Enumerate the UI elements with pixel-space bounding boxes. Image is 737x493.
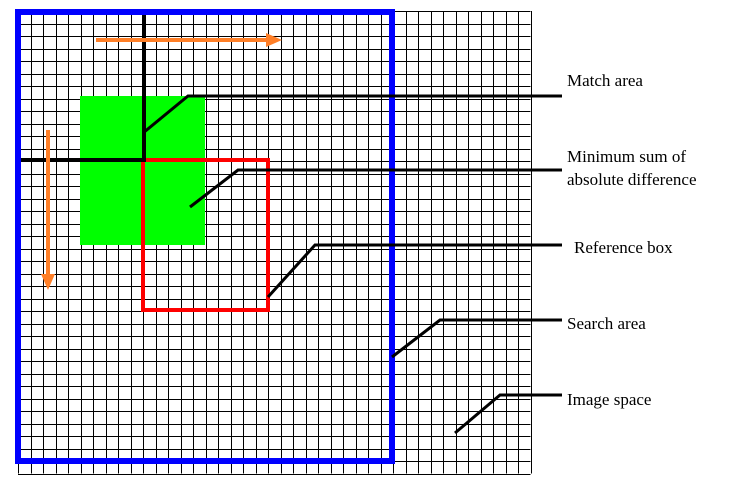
search-area-box bbox=[15, 9, 395, 464]
label-min-sad-line2: absolute difference bbox=[567, 170, 697, 189]
label-search-area: Search area bbox=[567, 314, 646, 333]
label-reference-box: Reference box bbox=[574, 238, 673, 257]
match-area-leader-line bbox=[142, 94, 562, 135]
label-match-area: Match area bbox=[567, 71, 643, 90]
label-min-sad-line1: Minimum sum of bbox=[567, 147, 687, 166]
reference-box bbox=[141, 158, 270, 312]
label-image-space: Image space bbox=[567, 390, 652, 409]
arrow-down-icon bbox=[41, 130, 55, 290]
search-area-leader-line bbox=[391, 318, 562, 359]
reference-box-leader-line bbox=[266, 243, 562, 299]
arrow-right-icon bbox=[96, 33, 282, 47]
minimum-sad-leader-line bbox=[189, 168, 562, 209]
image-space-leader-line bbox=[454, 393, 562, 435]
